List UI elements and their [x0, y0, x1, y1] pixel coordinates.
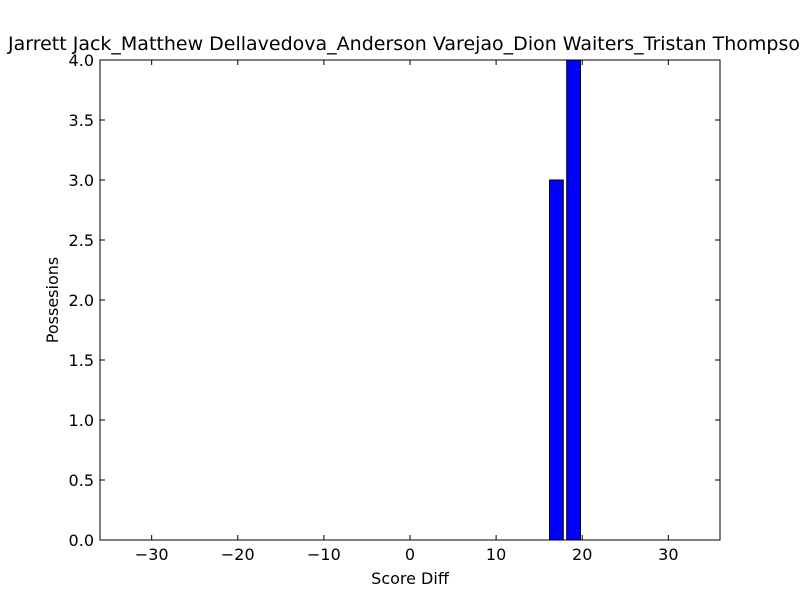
x-tick-label: −30 [135, 545, 169, 564]
labels-layer: Score Diff Possesions [43, 257, 450, 588]
y-tick-label: 0.5 [69, 471, 94, 490]
y-tick-label: 1.5 [69, 351, 94, 370]
x-axis-label: Score Diff [371, 569, 450, 588]
y-tick-label: 3.5 [69, 111, 94, 130]
chart-title: Jarrett Jack_Matthew Dellavedova_Anderso… [7, 33, 800, 55]
y-tick-label: 1.0 [69, 411, 94, 430]
x-tick-label: 20 [572, 545, 592, 564]
y-axis-label: Possesions [43, 257, 62, 343]
y-tick-label: 2.0 [69, 291, 94, 310]
bar [549, 179, 564, 541]
ticks-layer: −30 −20 −10 0 10 20 30 0.0 0.5 1.0 1.5 2.0 2.5 3.0 3.5… [69, 51, 721, 564]
y-tick-label: 2.5 [69, 231, 94, 250]
y-tick-label: 0.0 [69, 531, 94, 550]
y-tick-label: 4.0 [69, 51, 94, 70]
x-tick-label: −10 [307, 545, 341, 564]
y-tick-label: 3.0 [69, 171, 94, 190]
chart-title-container: Jarrett Jack_Matthew Dellavedova_Anderso… [0, 33, 800, 61]
x-tick-label: −20 [221, 545, 255, 564]
x-tick-label: 0 [405, 545, 415, 564]
x-tick-label: 30 [658, 545, 678, 564]
plot-area [100, 60, 720, 540]
bar [566, 59, 582, 541]
x-tick-label: 10 [486, 545, 506, 564]
bars-layer [549, 59, 582, 541]
plot-background [100, 60, 720, 540]
